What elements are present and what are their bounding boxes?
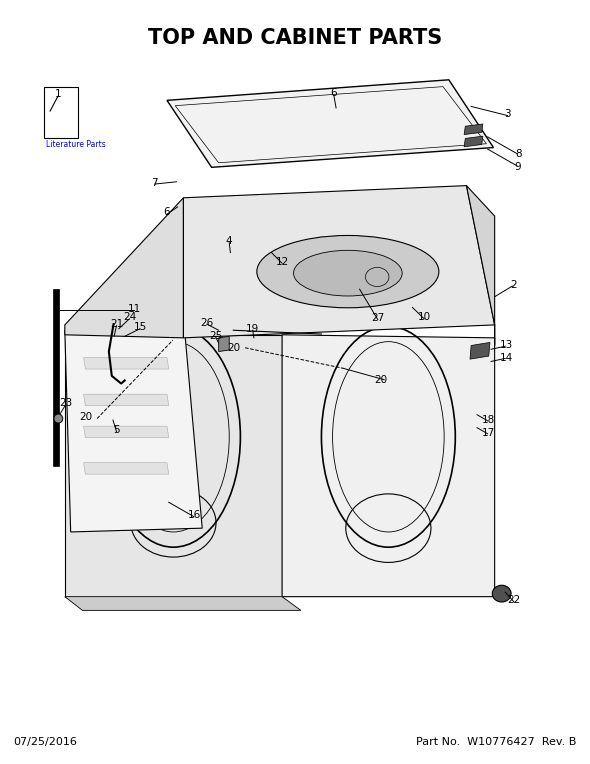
- Text: Literature Parts: Literature Parts: [46, 140, 106, 149]
- Text: 6: 6: [163, 207, 170, 217]
- Text: 8: 8: [515, 149, 522, 159]
- Polygon shape: [65, 330, 202, 532]
- Text: 12: 12: [276, 257, 289, 267]
- Polygon shape: [464, 124, 483, 134]
- Text: TOP AND CABINET PARTS: TOP AND CABINET PARTS: [148, 28, 442, 48]
- Text: 6: 6: [330, 88, 337, 98]
- Text: 20: 20: [374, 375, 387, 386]
- Text: 21: 21: [110, 319, 123, 329]
- Text: 5: 5: [113, 425, 120, 435]
- Polygon shape: [65, 198, 183, 338]
- Text: 26: 26: [200, 318, 214, 328]
- Polygon shape: [282, 335, 494, 597]
- Polygon shape: [65, 335, 282, 597]
- Text: 20: 20: [79, 412, 92, 422]
- Polygon shape: [84, 463, 169, 474]
- Polygon shape: [84, 426, 169, 438]
- Text: 3: 3: [504, 109, 511, 119]
- Text: 14: 14: [500, 353, 513, 363]
- Text: 1: 1: [54, 89, 61, 99]
- Ellipse shape: [492, 585, 511, 602]
- Text: 19: 19: [246, 324, 260, 334]
- Text: 20: 20: [227, 343, 241, 353]
- Text: 22: 22: [507, 595, 520, 606]
- Text: 13: 13: [500, 341, 513, 351]
- Polygon shape: [219, 336, 230, 351]
- Text: 23: 23: [60, 397, 73, 407]
- Polygon shape: [84, 394, 169, 406]
- Text: 25: 25: [209, 331, 222, 341]
- Polygon shape: [183, 186, 494, 338]
- Polygon shape: [467, 186, 494, 345]
- Text: 7: 7: [152, 177, 158, 187]
- Text: 11: 11: [127, 304, 141, 314]
- Ellipse shape: [257, 235, 439, 308]
- Text: 4: 4: [226, 236, 232, 246]
- Ellipse shape: [54, 414, 63, 423]
- Polygon shape: [44, 86, 78, 138]
- Text: 27: 27: [371, 313, 385, 323]
- Text: 2: 2: [511, 280, 517, 290]
- Text: 24: 24: [123, 312, 136, 322]
- Text: 16: 16: [188, 510, 201, 520]
- Text: 07/25/2016: 07/25/2016: [13, 737, 77, 747]
- Text: 9: 9: [515, 161, 522, 172]
- Polygon shape: [65, 597, 301, 610]
- Text: 17: 17: [482, 428, 496, 438]
- Polygon shape: [167, 79, 493, 167]
- Polygon shape: [470, 342, 490, 359]
- Text: 15: 15: [133, 322, 146, 332]
- Polygon shape: [53, 289, 59, 466]
- Text: Part No.  W10776427  Rev. B: Part No. W10776427 Rev. B: [417, 737, 577, 747]
- Polygon shape: [464, 136, 483, 147]
- Polygon shape: [84, 358, 169, 369]
- Ellipse shape: [294, 251, 402, 296]
- Text: 10: 10: [418, 312, 431, 322]
- Text: 18: 18: [482, 415, 496, 425]
